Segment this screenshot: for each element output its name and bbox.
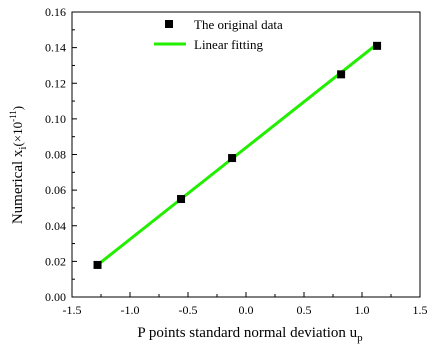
x-axis-label-subscript: p bbox=[357, 332, 363, 344]
y-axis-label: Numerical xi(×10-11) bbox=[8, 106, 29, 224]
legend-label: Linear fitting bbox=[194, 37, 263, 52]
y-axis: 0.00 0.02 0.04 0.06 0.08 0.10 0.12 0.14 0.16 bbox=[45, 5, 77, 304]
y-tick-label: 0.02 bbox=[45, 254, 66, 268]
plot-frame bbox=[71, 11, 421, 298]
x-tick-label: 1.5 bbox=[413, 303, 428, 317]
fit-line bbox=[96, 42, 379, 267]
y-axis-label-subscript: i bbox=[17, 147, 29, 150]
legend-marker-square bbox=[165, 20, 173, 28]
x-tick-label: 0.0 bbox=[239, 303, 254, 317]
series-layer bbox=[93, 41, 382, 269]
data-point bbox=[373, 41, 382, 50]
legend: The original data Linear fitting bbox=[154, 17, 283, 52]
x-axis-label: P points standard normal deviation up bbox=[137, 325, 363, 344]
y-axis-label-superscript: -11 bbox=[8, 110, 18, 122]
x-tick-label: -1.0 bbox=[121, 303, 140, 317]
data-point bbox=[228, 154, 237, 163]
y-tick-label: 0.00 bbox=[45, 290, 66, 304]
y-tick-label: 0.06 bbox=[45, 183, 66, 197]
y-tick-label: 0.08 bbox=[45, 148, 66, 162]
legend-label: The original data bbox=[194, 17, 283, 32]
y-tick-label: 0.10 bbox=[45, 112, 66, 126]
y-tick-label: 0.14 bbox=[45, 41, 66, 55]
y-tick-label: 0.12 bbox=[45, 76, 66, 90]
data-point bbox=[177, 195, 186, 204]
x-axis: -1.5 -1.0 -0.5 0.0 0.5 1.0 1.5 bbox=[63, 292, 428, 317]
plot-area bbox=[71, 11, 421, 298]
y-tick-label: 0.04 bbox=[45, 219, 66, 233]
y-tick-label: 0.16 bbox=[45, 5, 66, 19]
x-tick-label: 0.5 bbox=[297, 303, 312, 317]
x-tick-label: 1.0 bbox=[355, 303, 370, 317]
data-point bbox=[93, 260, 102, 269]
x-tick-label: -0.5 bbox=[179, 303, 198, 317]
data-point bbox=[337, 70, 346, 79]
x-tick-label: -1.5 bbox=[63, 303, 82, 317]
